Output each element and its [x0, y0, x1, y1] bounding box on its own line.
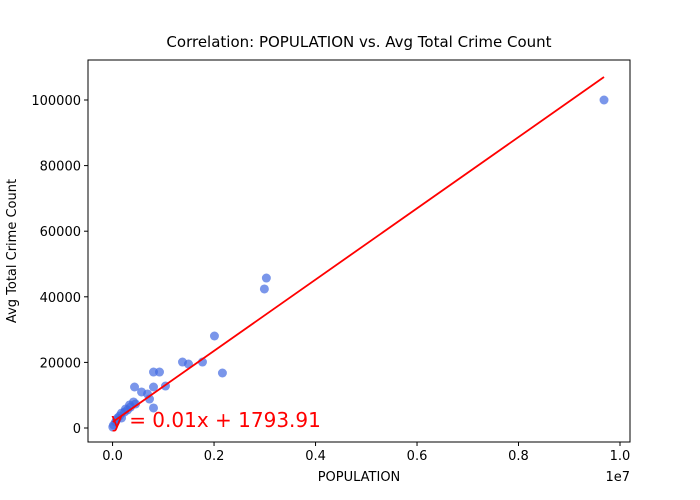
point — [259, 284, 269, 294]
point — [154, 367, 164, 377]
chart-title: Correlation: POPULATION vs. Avg Total Cr… — [166, 33, 551, 51]
point — [209, 331, 219, 341]
point — [130, 382, 140, 392]
x-tick-label: 0.0 — [102, 449, 123, 464]
y-tick-label: 40000 — [40, 291, 81, 306]
y-tick-label: 60000 — [40, 225, 81, 240]
point — [217, 368, 227, 378]
y-tick-label: 20000 — [40, 356, 81, 371]
regression-line — [112, 76, 605, 423]
y-axis-label: Avg Total Crime Count — [5, 179, 20, 323]
point — [599, 95, 609, 105]
point — [149, 403, 159, 413]
x-tick-label: 0.6 — [407, 449, 428, 464]
point — [261, 273, 271, 283]
x-tick-label: 1.0 — [610, 449, 631, 464]
point — [125, 400, 135, 410]
x-tick-label: 0.4 — [305, 449, 326, 464]
x-tick-label: 0.2 — [204, 449, 225, 464]
point — [108, 422, 118, 432]
y-tick-label: 100000 — [31, 94, 81, 109]
annotation: y = 0.01x + 1793.91 — [111, 408, 321, 432]
y-tick-label: 0 — [73, 422, 81, 437]
y-tick-label: 80000 — [40, 160, 81, 175]
x-offset-label: 1e7 — [605, 470, 630, 485]
x-axis-label: POPULATION — [318, 470, 401, 485]
point — [149, 382, 159, 392]
x-tick-label: 0.8 — [508, 449, 529, 464]
plot-frame — [87, 59, 631, 443]
